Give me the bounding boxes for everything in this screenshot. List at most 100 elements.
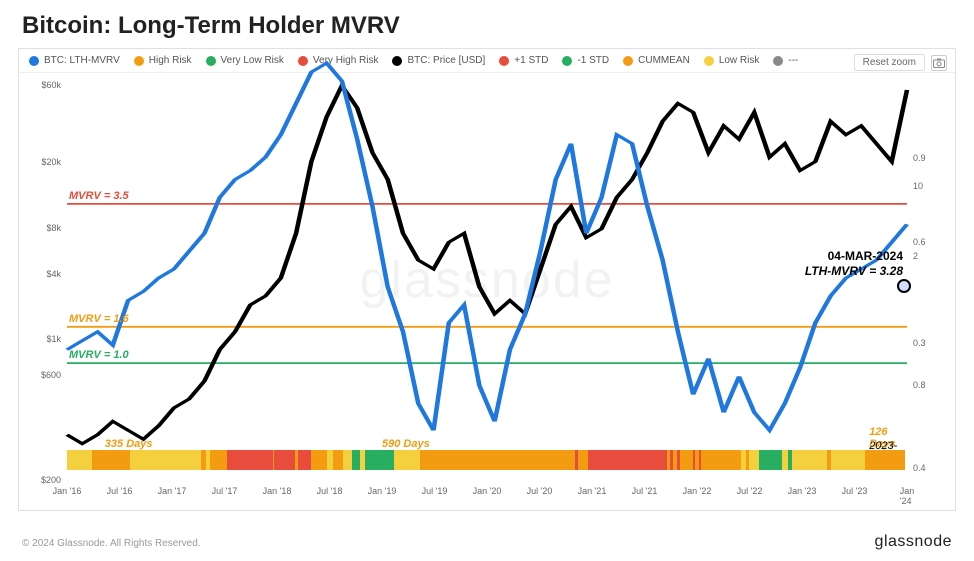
risk-segment: [298, 450, 311, 470]
risk-segment: [210, 450, 227, 470]
legend-label: -1 STD: [577, 55, 609, 66]
period-days: 590 Days: [382, 438, 430, 450]
x-axis: Jan '16Jul '16Jan '17Jul '17Jan '18Jul '…: [67, 486, 907, 504]
risk-segment: [352, 450, 360, 470]
risk-segment: [365, 450, 394, 470]
y2-tick: 2: [913, 251, 918, 261]
x-tick: Jul '17: [212, 486, 238, 496]
hline-label: MVRV = 1.6: [69, 313, 129, 325]
y-tick: $60k: [41, 80, 61, 90]
x-tick: Jan '22: [683, 486, 712, 496]
legend-label: High Risk: [149, 55, 192, 66]
risk-segment: [680, 450, 693, 470]
legend-item[interactable]: Very High Risk: [298, 55, 379, 66]
y-tick: $8k: [46, 223, 61, 233]
risk-segment: [92, 450, 130, 470]
legend-swatch: [29, 56, 39, 66]
legend-label: BTC: LTH-MVRV: [44, 55, 120, 66]
legend-label: ---: [788, 55, 798, 66]
legend-swatch: [562, 56, 572, 66]
risk-segment: [701, 450, 741, 470]
y-axis-right: 0.9100.620.30.80.4: [909, 81, 955, 484]
reset-zoom-button[interactable]: Reset zoom: [854, 54, 925, 71]
y2-tick: 0.6: [913, 237, 926, 247]
x-tick: Jan '16: [53, 486, 82, 496]
legend-item[interactable]: -1 STD: [562, 55, 609, 66]
risk-segment: [831, 450, 865, 470]
legend-label: CUMMEAN: [638, 55, 690, 66]
y2-tick: 0.3: [913, 338, 926, 348]
risk-segment: [67, 450, 92, 470]
callout-value: LTH-MVRV = 3.28: [805, 264, 903, 279]
legend-label: BTC: Price [USD]: [407, 55, 485, 66]
legend-item[interactable]: ---: [773, 55, 798, 66]
risk-segment: [578, 450, 588, 470]
price-series: [67, 85, 907, 443]
y2-tick: 10: [913, 181, 923, 191]
y-tick: $4k: [46, 269, 61, 279]
legend-item[interactable]: High Risk: [134, 55, 192, 66]
period-days: 335 Days: [105, 438, 153, 450]
x-tick: Jan '18: [263, 486, 292, 496]
x-tick: Jan '21: [578, 486, 607, 496]
risk-segment: [759, 450, 783, 470]
legend-swatch: [773, 56, 783, 66]
y-tick: $200: [41, 475, 61, 485]
risk-segment: [749, 450, 759, 470]
legend-label: +1 STD: [514, 55, 548, 66]
x-tick: Jan '17: [158, 486, 187, 496]
copyright: © 2024 Glassnode. All Rights Reserved.: [22, 538, 201, 549]
x-tick: Jan '23: [788, 486, 817, 496]
legend-item[interactable]: BTC: LTH-MVRV: [29, 55, 120, 66]
legend-swatch: [623, 56, 633, 66]
x-tick: Jul '18: [317, 486, 343, 496]
mvrv-series: [67, 63, 907, 430]
risk-segment: [274, 450, 295, 470]
chart-container: BTC: LTH-MVRV High Risk Very Low Risk Very …: [18, 48, 956, 511]
current-marker: [897, 279, 911, 293]
risk-band: [67, 450, 907, 470]
legend-item[interactable]: Low Risk: [704, 55, 760, 66]
risk-segment: [420, 450, 575, 470]
chart-title: Bitcoin: Long-Term Holder MVRV: [0, 0, 974, 44]
x-tick: Jul '22: [737, 486, 763, 496]
y-tick: $1k: [46, 334, 61, 344]
legend-label: Low Risk: [719, 55, 760, 66]
x-tick: Jul '21: [632, 486, 658, 496]
legend-item[interactable]: CUMMEAN: [623, 55, 690, 66]
legend-swatch: [392, 56, 402, 66]
callout-date: 04-MAR-2024: [805, 249, 903, 264]
legend-item[interactable]: Very Low Risk: [206, 55, 284, 66]
x-tick: Jan '20: [473, 486, 502, 496]
risk-segment: [865, 450, 905, 470]
risk-segment: [130, 450, 201, 470]
risk-segment: [333, 450, 343, 470]
brand-logo: glassnode: [875, 533, 952, 551]
hline-label: MVRV = 3.5: [69, 190, 129, 202]
plot-area: MVRV = 3.5MVRV = 1.6MVRV = 1.0 335 Days2…: [67, 81, 907, 484]
callout: 04-MAR-2024 LTH-MVRV = 3.28: [805, 249, 903, 279]
risk-segment: [394, 450, 419, 470]
legend-swatch: [206, 56, 216, 66]
x-tick: Jan '24: [900, 486, 915, 506]
legend-swatch: [704, 56, 714, 66]
legend-swatch: [134, 56, 144, 66]
x-tick: Jul '16: [107, 486, 133, 496]
y-tick: $20k: [41, 157, 61, 167]
risk-segment: [311, 450, 328, 470]
hline-label: MVRV = 1.0: [69, 349, 129, 361]
x-tick: Jan '19: [368, 486, 397, 496]
chart-svg: [67, 81, 907, 484]
y-axis-left: $60k $20k $8k $4k $1k $600 $200: [19, 81, 65, 484]
screenshot-icon[interactable]: [931, 55, 947, 71]
risk-segment: [343, 450, 351, 470]
x-tick: Jul '23: [842, 486, 868, 496]
legend-item[interactable]: BTC: Price [USD]: [392, 55, 485, 66]
legend: BTC: LTH-MVRV High Risk Very Low Risk Very …: [19, 49, 955, 73]
y2-tick: 0.4: [913, 463, 926, 473]
legend-item[interactable]: +1 STD: [499, 55, 548, 66]
y2-tick: 0.9: [913, 153, 926, 163]
legend-swatch: [298, 56, 308, 66]
x-tick: Jul '20: [527, 486, 553, 496]
y-tick: $600: [41, 370, 61, 380]
